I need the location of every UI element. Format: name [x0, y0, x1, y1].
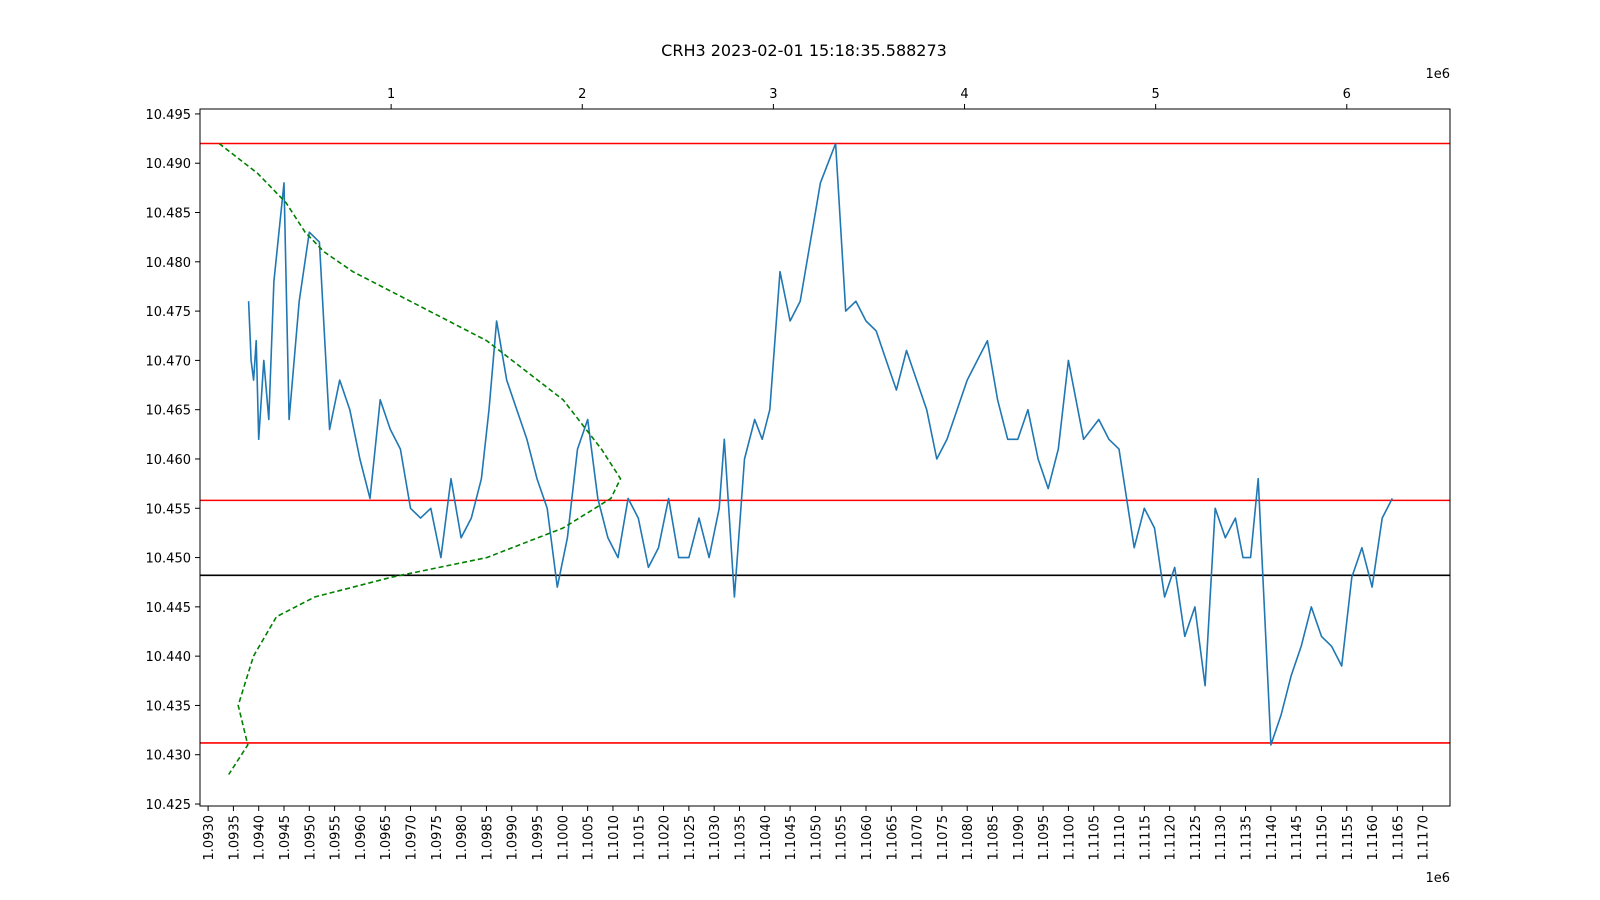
x-tick-label: 1.1075 [936, 815, 951, 861]
x-tick-label: 1.1165 [1391, 815, 1406, 861]
x-axis-offset-label: 1e6 [1425, 871, 1450, 886]
x-tick-label: 1.1055 [835, 815, 850, 861]
x-tick-label: 1.1110 [1113, 815, 1128, 861]
x-tick-label: 1.1050 [809, 815, 824, 861]
x-tick-label: 1.1145 [1290, 815, 1305, 861]
x-tick-label: 1.1090 [1012, 815, 1027, 861]
x-tick-label: 1.1030 [708, 815, 723, 861]
y-tick-label: 10.470 [146, 354, 192, 369]
top-x-tick-label: 3 [769, 87, 777, 102]
x-tick-label: 1.1040 [759, 815, 774, 861]
x-tick-label: 1.1125 [1189, 815, 1204, 861]
top-x-tick-label: 4 [960, 87, 968, 102]
top-x-tick-label: 6 [1343, 87, 1351, 102]
x-tick-label: 1.1105 [1088, 815, 1103, 861]
x-tick-label: 1.1015 [632, 815, 647, 861]
x-tick-label: 1.0990 [506, 815, 521, 861]
x-tick-label: 1.1085 [987, 815, 1002, 861]
y-tick-label: 10.435 [146, 699, 192, 714]
y-tick-label: 10.455 [146, 502, 192, 517]
x-tick-label: 1.1065 [885, 815, 900, 861]
top-x-tick-label: 1 [387, 87, 395, 102]
top-x-tick-label: 5 [1152, 87, 1160, 102]
x-tick-label: 1.1060 [860, 815, 875, 861]
x-tick-label: 1.0960 [354, 815, 369, 861]
x-tick-label: 1.1115 [1138, 815, 1153, 861]
x-tick-label: 1.0995 [531, 815, 546, 861]
top-axis-offset-label: 1e6 [1425, 67, 1450, 82]
axes-layer: 10.425 10.430 10.435 10.440 10.445 10.450 10.4… [146, 87, 1432, 861]
y-tick-label: 10.430 [146, 749, 192, 764]
x-tick-label: 1.1150 [1315, 815, 1330, 861]
y-tick-label: 10.495 [146, 108, 192, 123]
y-tick-label: 10.485 [146, 207, 192, 222]
x-tick-label: 1.0955 [329, 815, 344, 861]
x-tick-label: 1.1080 [961, 815, 976, 861]
x-tick-label: 1.1155 [1341, 815, 1356, 861]
x-tick-label: 1.1130 [1214, 815, 1229, 861]
x-tick-label: 1.1025 [683, 815, 698, 861]
x-tick-label: 1.1045 [784, 815, 799, 861]
x-tick-label: 1.1135 [1240, 815, 1255, 861]
y-tick-label: 10.440 [146, 650, 192, 665]
x-tick-label: 1.1170 [1417, 815, 1432, 861]
x-tick-label: 1.1140 [1265, 815, 1280, 861]
volume-profile-line [218, 142, 622, 775]
x-tick-label: 1.0980 [455, 815, 470, 861]
top-x-tick-label: 2 [578, 87, 586, 102]
x-tick-label: 1.0965 [379, 815, 394, 861]
plot-frame [199, 108, 1451, 807]
x-tick-label: 1.0975 [430, 815, 445, 861]
x-tick-label: 1.0950 [303, 815, 318, 861]
x-tick-label: 1.1160 [1366, 815, 1381, 861]
x-tick-label: 1.1005 [582, 815, 597, 861]
price-line [247, 142, 1394, 746]
x-tick-label: 1.0930 [202, 815, 217, 861]
y-tick-label: 10.450 [146, 552, 192, 567]
x-tick-label: 1.0985 [480, 815, 495, 861]
y-tick-label: 10.425 [146, 798, 192, 813]
x-tick-label: 1.1010 [607, 815, 622, 861]
x-tick-label: 1.1020 [658, 815, 673, 861]
x-tick-label: 1.1100 [1062, 815, 1077, 861]
plot-area [200, 142, 1450, 775]
y-tick-label: 10.445 [146, 601, 192, 616]
y-tick-label: 10.490 [146, 157, 192, 172]
x-tick-label: 1.1000 [556, 815, 571, 861]
y-tick-label: 10.465 [146, 404, 192, 419]
y-tick-label: 10.480 [146, 256, 192, 271]
x-tick-label: 1.0945 [278, 815, 293, 861]
x-tick-label: 1.1120 [1164, 815, 1179, 861]
x-tick-label: 1.0970 [405, 815, 420, 861]
x-tick-label: 1.1070 [911, 815, 926, 861]
y-tick-label: 10.475 [146, 305, 192, 320]
x-tick-label: 1.1035 [733, 815, 748, 861]
x-tick-label: 1.0935 [227, 815, 242, 861]
chart-title: CRH3 2023-02-01 15:18:35.588273 [661, 41, 947, 60]
y-tick-label: 10.460 [146, 453, 192, 468]
x-tick-label: 1.1095 [1037, 815, 1052, 861]
x-tick-label: 1.0940 [253, 815, 268, 861]
